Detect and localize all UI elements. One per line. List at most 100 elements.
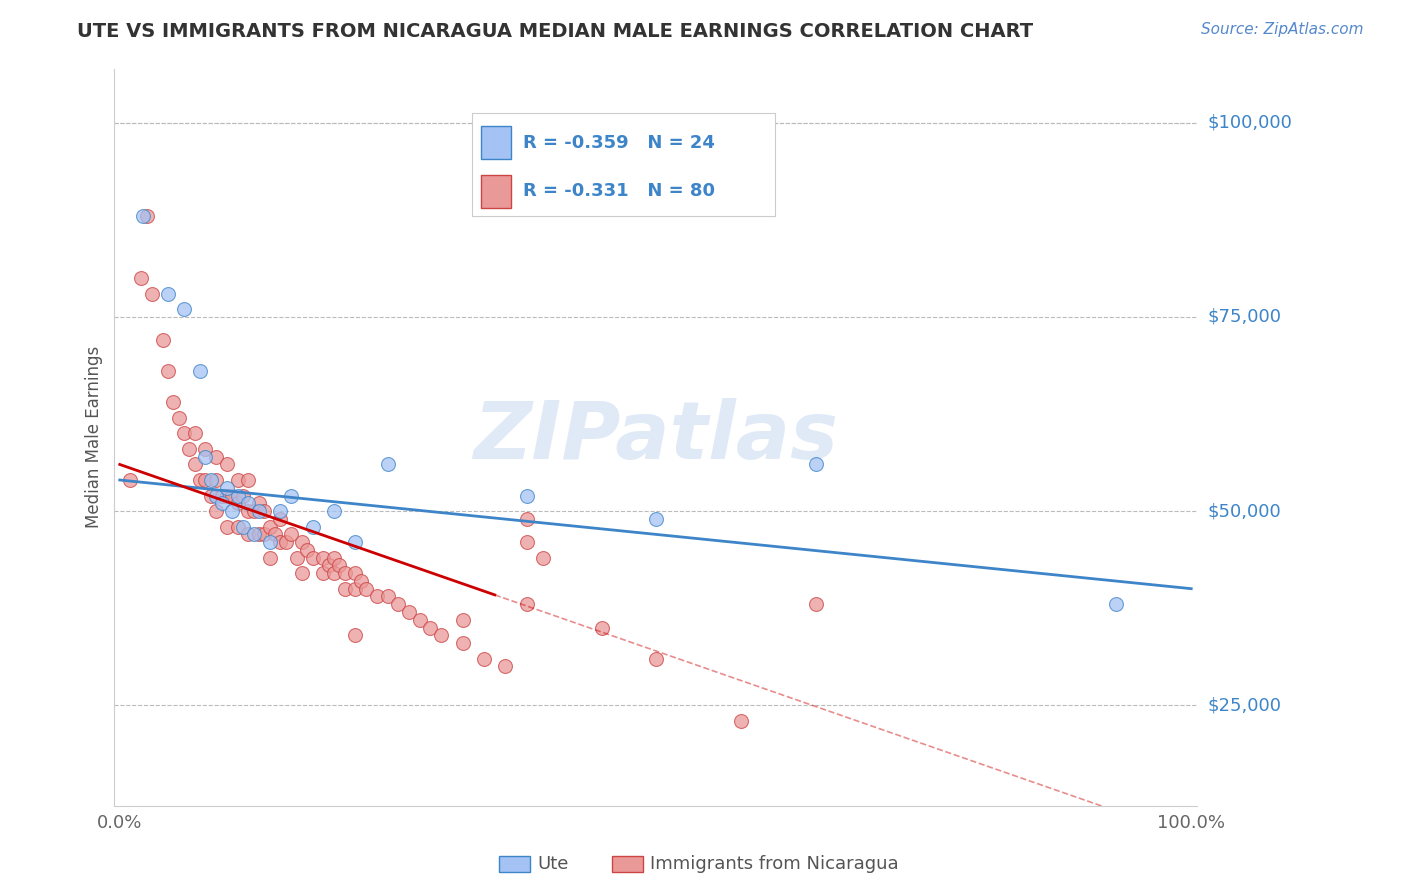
Point: [173, 426, 195, 441]
Point: [247, 496, 270, 510]
Point: [344, 566, 367, 581]
Point: [232, 489, 254, 503]
Point: [247, 527, 270, 541]
Point: [211, 496, 233, 510]
Point: [215, 489, 238, 503]
Point: [269, 535, 291, 549]
Point: [301, 519, 323, 533]
Point: [328, 558, 350, 573]
Point: [226, 473, 249, 487]
Point: [238, 504, 260, 518]
Point: [472, 651, 495, 665]
Point: [226, 519, 249, 533]
Point: [205, 489, 228, 503]
Point: [194, 442, 217, 456]
Point: [297, 542, 319, 557]
Text: Source: ZipAtlas.com: Source: ZipAtlas.com: [1201, 22, 1364, 37]
Point: [451, 613, 474, 627]
Point: [333, 566, 356, 581]
Text: $100,000: $100,000: [1208, 114, 1292, 132]
Point: [344, 582, 367, 596]
Point: [156, 286, 179, 301]
Text: $25,000: $25,000: [1208, 696, 1282, 714]
Point: [253, 504, 276, 518]
Point: [264, 527, 287, 541]
Point: [238, 496, 260, 510]
Point: [129, 271, 152, 285]
Point: [344, 628, 367, 642]
Point: [516, 597, 538, 611]
Point: [221, 504, 243, 518]
Point: [274, 535, 297, 549]
Text: Ute: Ute: [537, 855, 568, 873]
Point: [269, 512, 291, 526]
Point: [350, 574, 373, 588]
Point: [516, 489, 538, 503]
Point: [184, 458, 207, 472]
Point: [167, 410, 190, 425]
Text: Immigrants from Nicaragua: Immigrants from Nicaragua: [650, 855, 898, 873]
Point: [152, 333, 174, 347]
Point: [188, 364, 211, 378]
Point: [259, 535, 281, 549]
Point: [387, 597, 409, 611]
Point: [291, 535, 314, 549]
Point: [205, 450, 228, 464]
Point: [312, 550, 335, 565]
Point: [232, 519, 254, 533]
Point: [323, 550, 346, 565]
Point: [516, 535, 538, 549]
Point: [238, 527, 260, 541]
Point: [377, 458, 399, 472]
Point: [205, 473, 228, 487]
Point: [806, 597, 828, 611]
Point: [398, 605, 420, 619]
Point: [366, 590, 388, 604]
Point: [644, 651, 666, 665]
Point: [253, 527, 276, 541]
Point: [211, 489, 233, 503]
Point: [242, 504, 264, 518]
Point: [333, 582, 356, 596]
Point: [291, 566, 314, 581]
Point: [323, 504, 346, 518]
Point: [194, 473, 217, 487]
Point: [516, 512, 538, 526]
Point: [135, 209, 157, 223]
Point: [173, 302, 195, 317]
Point: [141, 286, 163, 301]
Point: [344, 535, 367, 549]
Point: [312, 566, 335, 581]
Point: [451, 636, 474, 650]
Point: [120, 473, 142, 487]
Point: [591, 620, 613, 634]
Point: [215, 519, 238, 533]
Text: $75,000: $75,000: [1208, 308, 1282, 326]
Point: [301, 550, 323, 565]
Point: [226, 489, 249, 503]
Point: [200, 473, 222, 487]
Point: [377, 590, 399, 604]
Point: [644, 512, 666, 526]
Point: [430, 628, 453, 642]
Point: [247, 504, 270, 518]
Point: [806, 458, 828, 472]
Text: ZIPatlas: ZIPatlas: [472, 399, 838, 476]
Point: [132, 209, 155, 223]
Point: [354, 582, 377, 596]
Point: [531, 550, 554, 565]
Point: [280, 527, 302, 541]
Point: [205, 504, 228, 518]
Point: [179, 442, 201, 456]
Point: [259, 550, 281, 565]
Point: [188, 473, 211, 487]
Point: [323, 566, 346, 581]
Point: [226, 496, 249, 510]
Y-axis label: Median Male Earnings: Median Male Earnings: [86, 346, 103, 528]
Point: [215, 458, 238, 472]
Point: [200, 489, 222, 503]
Point: [221, 489, 243, 503]
Point: [409, 613, 432, 627]
Point: [495, 659, 517, 673]
Text: $50,000: $50,000: [1208, 502, 1281, 520]
